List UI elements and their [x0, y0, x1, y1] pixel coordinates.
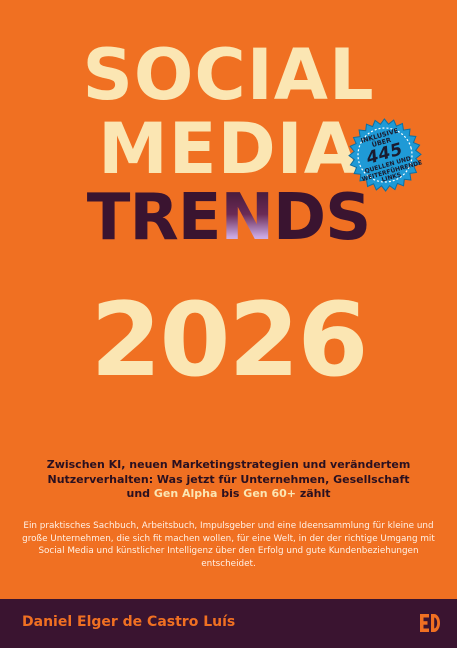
title-trends: TRENDS — [0, 186, 457, 250]
ed-logo-icon — [420, 614, 440, 632]
subtitle-part2: bis — [217, 487, 244, 500]
subtitle-highlight-gen-alpha: Gen Alpha — [153, 487, 218, 500]
subtitle-part3: zählt — [295, 487, 331, 500]
title-trends-gradient-letter: N — [220, 181, 274, 255]
title-year: 2026 — [90, 281, 369, 400]
subtitle: Zwischen KI, neuen Marketingstrategien u… — [40, 458, 417, 502]
author-name: Daniel Elger de Castro Luís — [22, 614, 236, 630]
sources-badge: INKLUSIVE ÜBER 445 QUELLEN UND WEITERFÜH… — [339, 109, 431, 201]
title-media: MEDIA — [98, 108, 359, 190]
title-trends-start: TRE — [86, 181, 222, 255]
description: Ein praktisches Sachbuch, Arbeitsbuch, I… — [22, 521, 435, 569]
footer-band: Daniel Elger de Castro Luís — [0, 599, 457, 648]
subtitle-highlight-gen-60: Gen 60+ — [243, 487, 296, 500]
starburst-badge-icon — [348, 118, 422, 192]
title-social: SOCIAL — [82, 34, 375, 116]
subtitle-part1: Zwischen KI, neuen Marketingstrategien u… — [46, 458, 411, 500]
title-trends-end: DS — [273, 181, 371, 255]
